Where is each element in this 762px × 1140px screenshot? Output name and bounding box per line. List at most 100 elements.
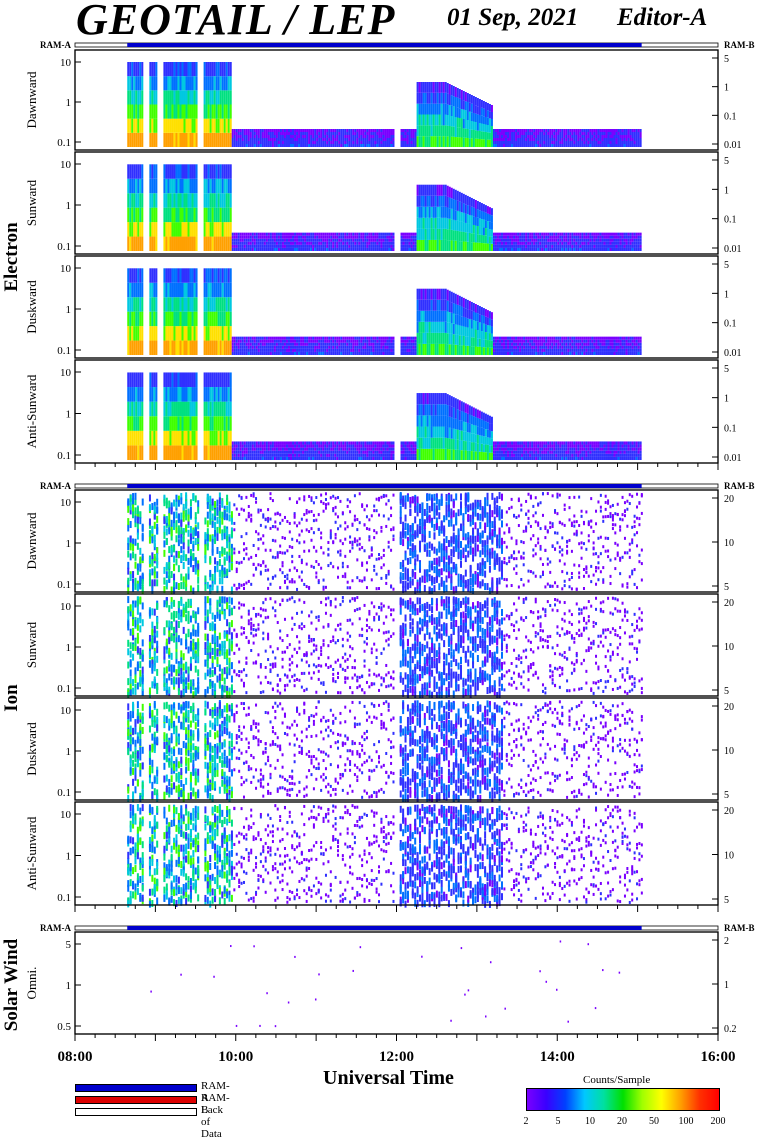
heatmap-cell (616, 346, 618, 349)
heatmap-cell (129, 268, 131, 282)
heatmap-cell (477, 106, 479, 114)
heatmap-cell (186, 445, 188, 460)
heatmap-cell (571, 129, 573, 132)
heatmap-cell (294, 352, 296, 355)
heatmap-cell (415, 242, 417, 245)
heatmap-cell (141, 90, 143, 104)
heatmap-cell (620, 343, 622, 346)
heatmap-cell (453, 293, 455, 303)
heatmap-cell (248, 352, 250, 355)
heatmap-cell (632, 132, 634, 135)
heatmap-cell (220, 341, 222, 355)
heatmap-cell (491, 348, 493, 355)
heatmap-cell (224, 179, 226, 193)
heatmap-cell (141, 62, 143, 76)
heatmap-cell (137, 445, 139, 460)
heatmap-cell (360, 337, 362, 340)
heatmap-cell (537, 129, 539, 132)
heatmap-cell (149, 62, 151, 76)
heatmap-cell (557, 236, 559, 239)
heatmap-cell (519, 248, 521, 251)
heatmap-cell (276, 457, 278, 460)
heatmap-cell (250, 242, 252, 245)
heatmap-cell (264, 233, 266, 236)
heatmap-cell (511, 132, 513, 135)
heatmap-cell (282, 132, 284, 135)
heatmap-cell (290, 144, 292, 147)
heatmap-cell (626, 233, 628, 236)
heatmap-cell (184, 297, 186, 311)
heatmap-cell (320, 457, 322, 460)
heatmap-cell (260, 441, 262, 444)
heatmap-cell (304, 129, 306, 132)
heatmap-cell (324, 352, 326, 355)
heatmap-cell (155, 268, 157, 282)
heatmap-cell (511, 141, 513, 144)
heatmap-cell (256, 245, 258, 248)
heatmap-cell (431, 82, 433, 93)
heatmap-cell (547, 141, 549, 144)
heatmap-cell (579, 245, 581, 248)
heatmap-cell (240, 144, 242, 147)
heatmap-cell (407, 340, 409, 343)
heatmap-cell (384, 239, 386, 242)
heatmap-cell (334, 349, 336, 352)
heatmap-cell (497, 144, 499, 147)
heatmap-cell (346, 337, 348, 340)
heatmap-cell (260, 346, 262, 349)
heatmap-cell (555, 245, 557, 248)
heatmap-cell (192, 402, 194, 417)
heatmap-cell (443, 333, 445, 344)
heatmap-cell (605, 132, 607, 135)
heatmap-cell (137, 283, 139, 297)
heatmap-cell (248, 340, 250, 343)
heatmap-cell (220, 387, 222, 402)
heatmap-cell (415, 236, 417, 239)
heatmap-cell (441, 125, 443, 136)
heatmap-cell (294, 144, 296, 147)
heatmap-cell (591, 343, 593, 346)
heatmap-cell (571, 132, 573, 135)
heatmap-cell (407, 242, 409, 245)
heatmap-cell (336, 242, 338, 245)
heatmap-cell (459, 99, 461, 109)
heatmap-cell (421, 218, 423, 229)
heatmap-cell (455, 127, 457, 137)
heatmap-cell (358, 233, 360, 236)
heatmap-cell (433, 300, 435, 311)
heatmap-cell (415, 135, 417, 138)
heatmap-cell (415, 129, 417, 132)
heatmap-cell (264, 129, 266, 132)
heatmap-cell (525, 346, 527, 349)
heatmap-cell (563, 236, 565, 239)
heatmap-cell (388, 337, 390, 340)
heatmap-cell (260, 236, 262, 239)
heatmap-cell (607, 343, 609, 346)
heatmap-cell (234, 454, 236, 457)
heatmap-cell (362, 239, 364, 242)
heatmap-cell (519, 349, 521, 352)
heatmap-cell (475, 234, 477, 243)
heatmap-cell (581, 233, 583, 236)
heatmap-cell (210, 193, 212, 207)
heatmap-cell (149, 326, 151, 340)
heatmap-cell (565, 248, 567, 251)
heatmap-cell (392, 129, 394, 132)
heatmap-cell (342, 236, 344, 239)
heatmap-cell (184, 179, 186, 193)
heatmap-cell (340, 138, 342, 141)
heatmap-cell (270, 343, 272, 346)
heatmap-cell (165, 90, 167, 104)
heatmap-cell (316, 242, 318, 245)
heatmap-cell (411, 233, 413, 236)
heatmap-cell (204, 193, 206, 207)
heatmap-cell (535, 233, 537, 236)
heatmap-cell (487, 236, 489, 243)
heatmap-cell (286, 349, 288, 352)
heatmap-cell (133, 62, 135, 76)
heatmap-cell (244, 349, 246, 352)
heatmap-cell (260, 245, 262, 248)
heatmap-cell (332, 233, 334, 236)
heatmap-cell (599, 349, 601, 352)
heatmap-cell (350, 236, 352, 239)
